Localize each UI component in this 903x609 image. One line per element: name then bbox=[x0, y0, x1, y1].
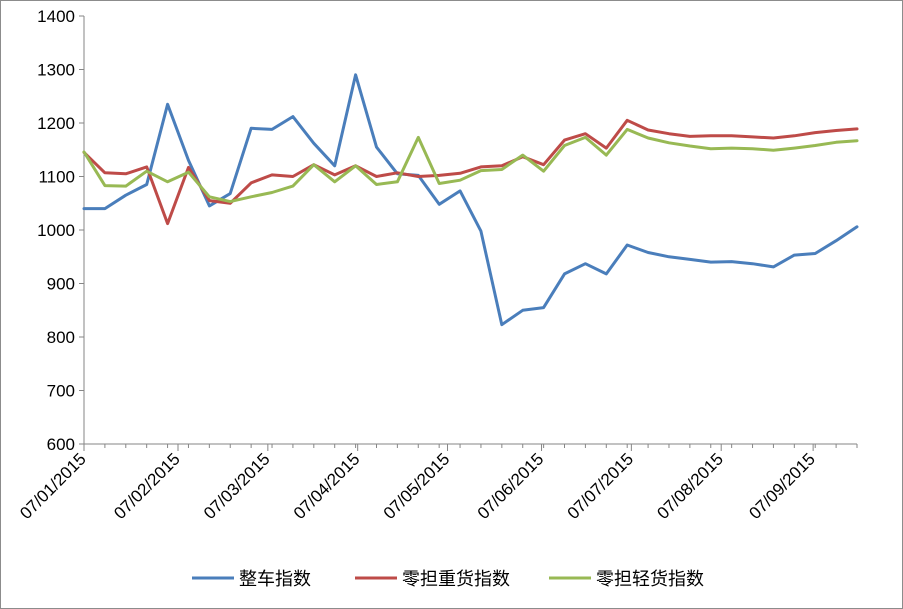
x-tick-label: 07/04/2015 bbox=[290, 449, 364, 523]
x-tick-label: 07/08/2015 bbox=[653, 449, 727, 523]
series-line-2 bbox=[82, 118, 859, 226]
x-tick-label: 07/03/2015 bbox=[200, 449, 274, 523]
y-tick-label: 1000 bbox=[37, 221, 75, 240]
x-tick-label: 07/02/2015 bbox=[110, 449, 184, 523]
legend-label-1: 整车指数 bbox=[239, 569, 311, 590]
series-line-3 bbox=[82, 127, 859, 204]
legend-label-2: 零担重货指数 bbox=[402, 569, 510, 590]
y-tick-label: 1200 bbox=[37, 114, 75, 133]
x-tick-label: 07/09/2015 bbox=[745, 449, 819, 523]
y-tick-label: 1400 bbox=[37, 7, 75, 26]
y-tick-label: 1100 bbox=[38, 168, 75, 187]
y-tick-label: 700 bbox=[47, 382, 75, 401]
x-tick-label: 07/06/2015 bbox=[474, 449, 548, 523]
series-line-1 bbox=[82, 73, 859, 327]
y-tick-label: 900 bbox=[47, 275, 75, 294]
x-tick-label: 07/07/2015 bbox=[564, 449, 638, 523]
legend-label-3: 零担轻货指数 bbox=[596, 569, 704, 590]
y-tick-label: 800 bbox=[47, 328, 75, 347]
y-tick-label: 1300 bbox=[37, 61, 75, 80]
x-tick-label: 07/01/2015 bbox=[16, 449, 90, 523]
y-tick-label: 600 bbox=[47, 435, 75, 454]
x-tick-label: 07/05/2015 bbox=[380, 449, 454, 523]
